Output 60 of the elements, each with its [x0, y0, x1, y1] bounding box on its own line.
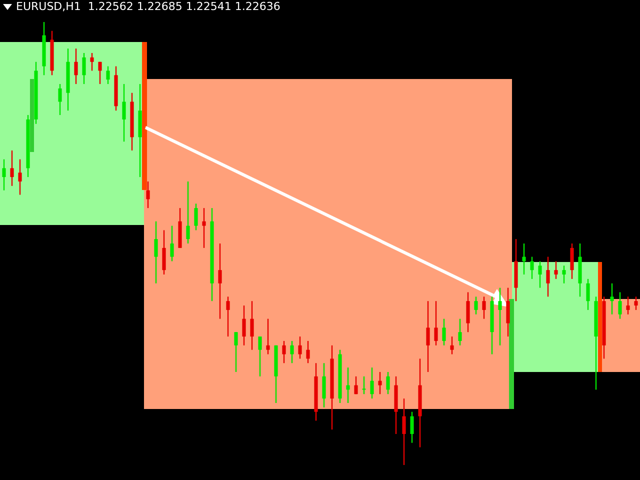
candlestick — [498, 287, 502, 346]
candlestick — [106, 66, 110, 85]
candlestick — [634, 296, 638, 311]
candlestick — [410, 411, 414, 444]
candlestick — [186, 180, 190, 244]
candlestick — [98, 61, 102, 85]
candlestick — [442, 318, 446, 346]
candlestick — [18, 158, 22, 196]
candlestick — [82, 52, 86, 85]
candlestick — [234, 332, 238, 373]
candlestick — [426, 300, 430, 373]
candlestick — [74, 48, 78, 85]
candlestick — [154, 220, 158, 284]
candlestick — [122, 83, 126, 142]
candlestick — [298, 336, 302, 360]
candlestick — [354, 376, 358, 395]
candlestick — [346, 366, 350, 404]
candlestick — [458, 318, 462, 346]
candlestick — [322, 362, 326, 408]
candlestick — [474, 296, 478, 315]
candlestick — [450, 336, 454, 355]
candlestick — [610, 282, 614, 315]
candlestick — [570, 242, 574, 280]
candlestick — [250, 300, 254, 350]
candlestick — [282, 340, 286, 364]
candlestick — [506, 287, 510, 338]
candlestick — [546, 256, 550, 298]
candlestick — [290, 340, 294, 364]
candlestick — [370, 366, 374, 400]
candlestick — [146, 180, 150, 209]
candlestick — [90, 52, 94, 72]
candlestick — [530, 256, 534, 280]
candlestick — [2, 158, 6, 191]
candlestick — [466, 292, 470, 333]
candlestick — [522, 242, 526, 276]
candlestick — [202, 207, 206, 249]
candlestick — [562, 265, 566, 284]
candlestick — [626, 296, 630, 315]
candlestick — [10, 150, 14, 187]
candlestick — [554, 260, 558, 280]
candlestick — [618, 292, 622, 320]
candlestick — [434, 300, 438, 346]
candlestick — [242, 304, 246, 346]
candlestick — [162, 230, 166, 276]
candlestick — [538, 260, 542, 288]
candlestick — [218, 242, 222, 320]
candlestick — [586, 278, 590, 311]
candlestick — [266, 318, 270, 355]
chart-title: EURUSD,H1 1.22562 1.22685 1.22541 1.22636 — [16, 0, 280, 13]
candlestick — [402, 398, 406, 466]
candlestick — [378, 371, 382, 395]
candlestick — [258, 336, 262, 377]
candlestick — [306, 340, 310, 364]
candlestick — [58, 83, 62, 116]
candlestick — [386, 371, 390, 395]
candlestick — [482, 296, 486, 320]
candlestick — [362, 376, 366, 395]
candlestick — [226, 296, 230, 338]
candlestick — [194, 203, 198, 231]
candlestick — [170, 225, 174, 262]
